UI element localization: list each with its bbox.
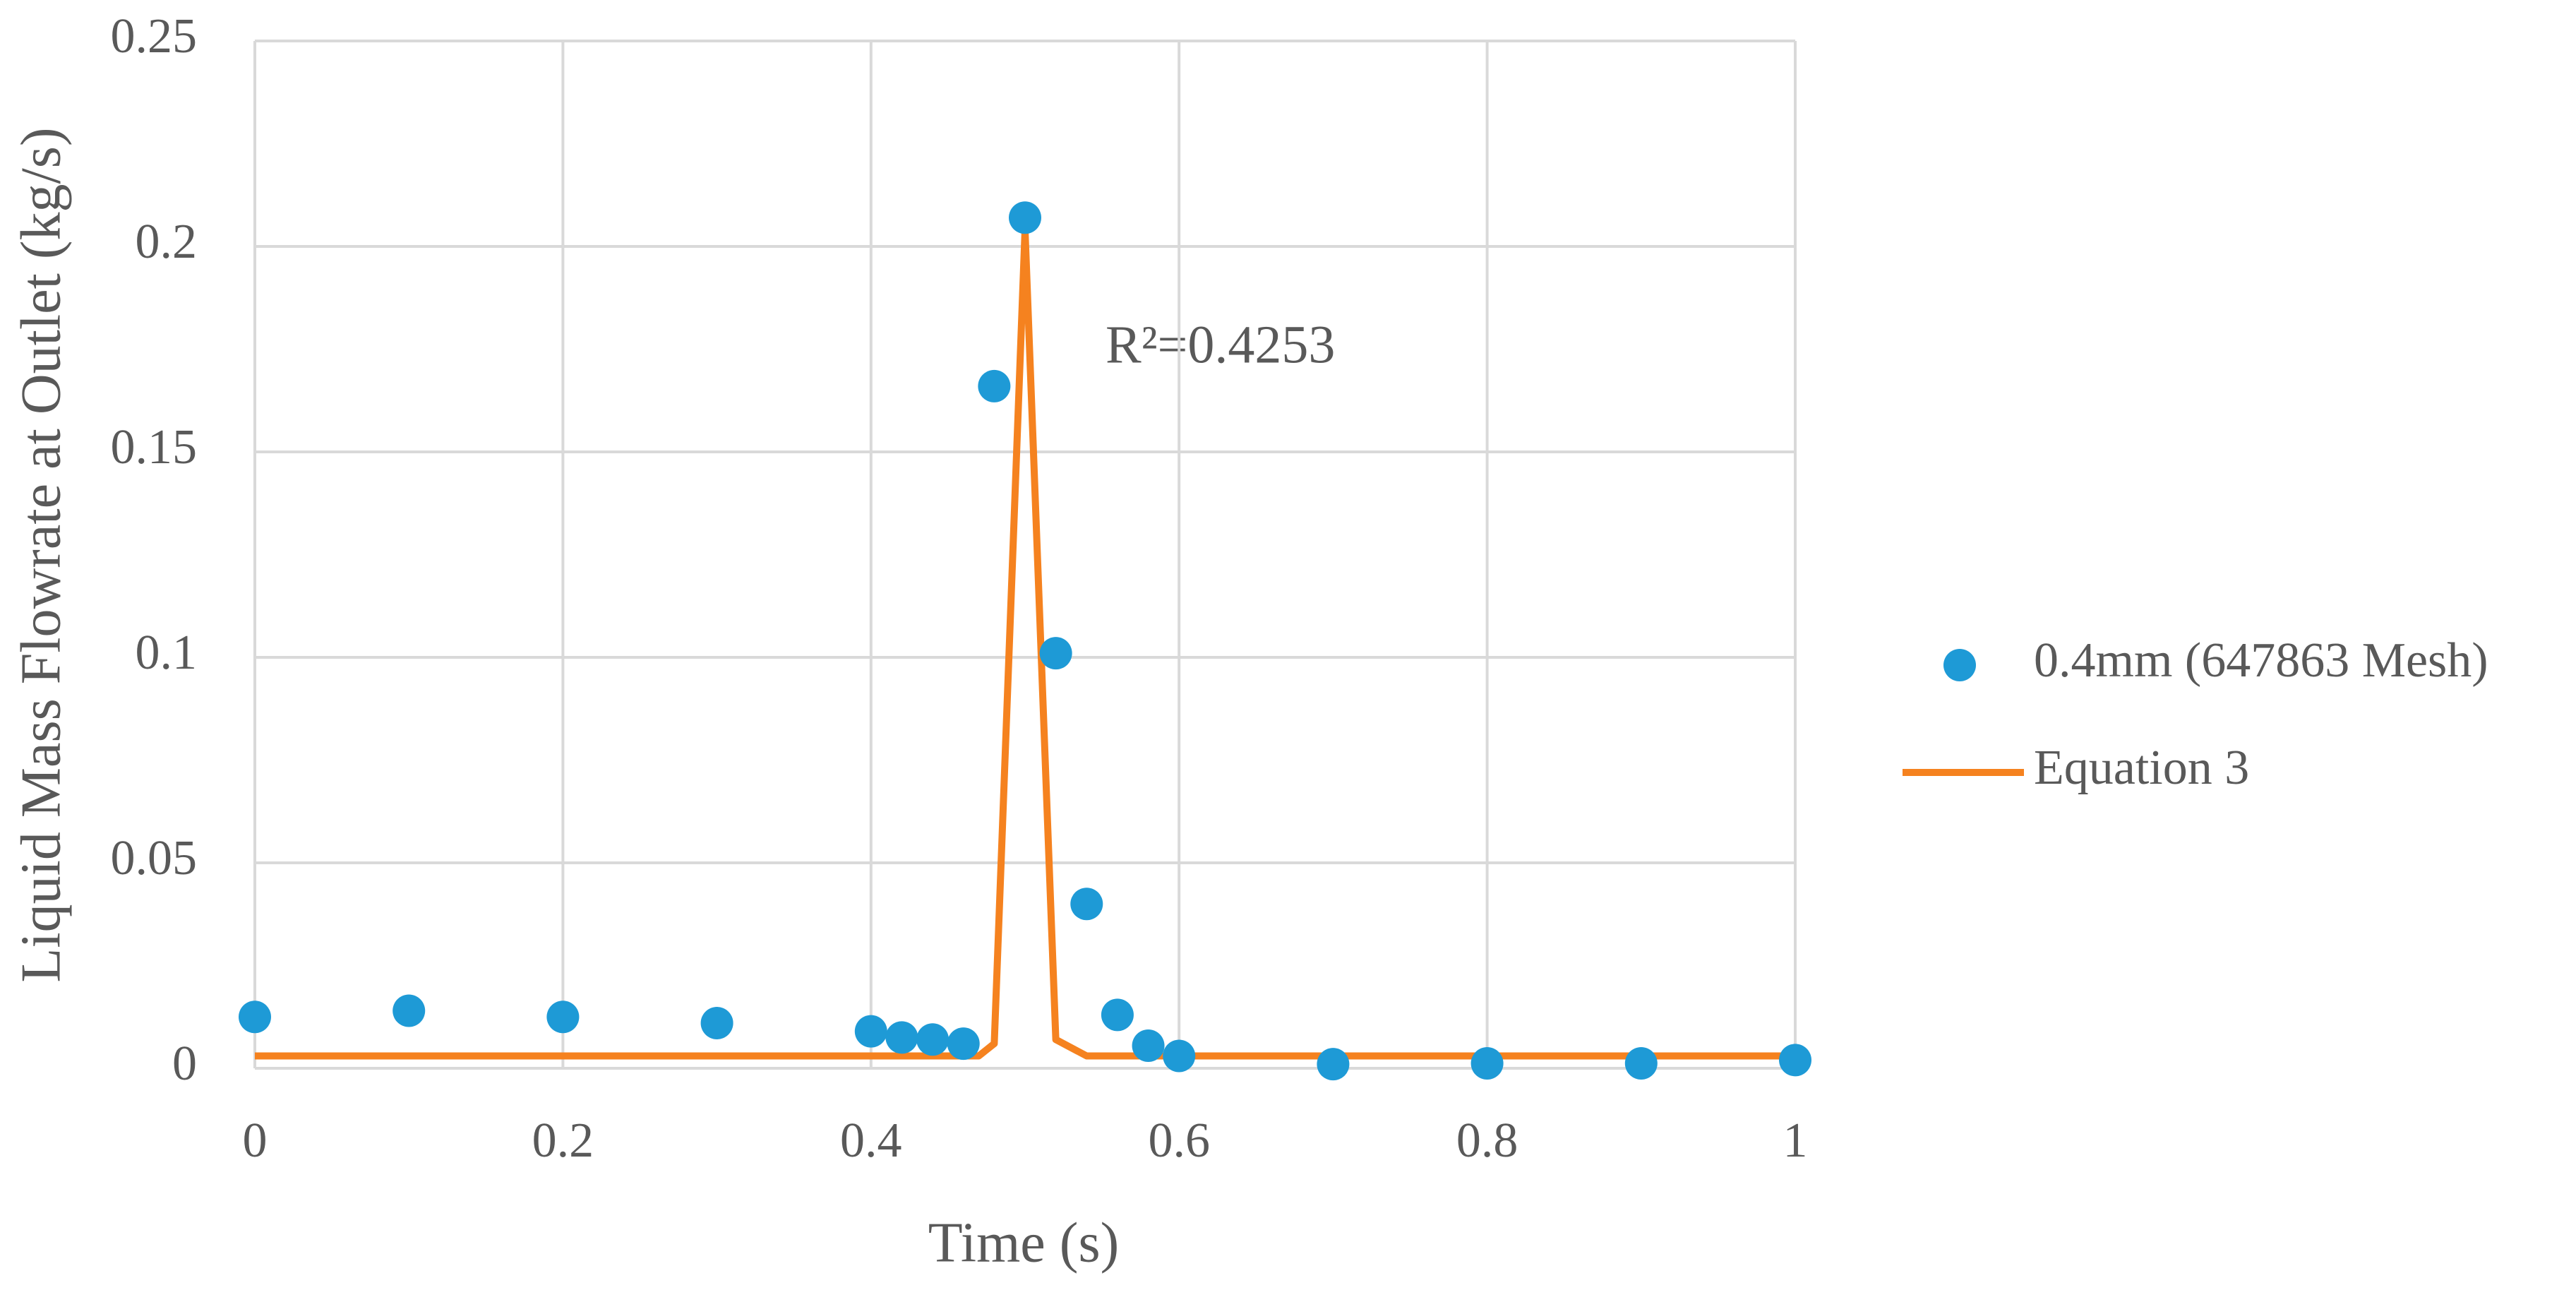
scatter-point — [978, 369, 1011, 402]
grid — [253, 40, 1797, 1070]
legend-label: 0.4mm (647863 Mesh) — [2034, 633, 2488, 688]
scatter-point — [1132, 1029, 1165, 1062]
y-tick-label: 0 — [172, 1037, 197, 1091]
y-tick-label: 0.1 — [136, 626, 198, 680]
scatter-point — [700, 1006, 733, 1039]
scatter-point — [1070, 888, 1103, 921]
scatter-point — [393, 994, 426, 1027]
scatter-point — [885, 1021, 918, 1054]
scatter-point — [916, 1023, 949, 1056]
y-tick-label: 0.15 — [111, 420, 198, 474]
scatter-point — [854, 1015, 887, 1048]
x-tick-label: 0 — [243, 1113, 268, 1168]
scatter-point — [1009, 201, 1041, 234]
scatter-point — [1039, 637, 1072, 670]
scatter-point — [1163, 1039, 1196, 1073]
scatter-point — [1101, 998, 1134, 1032]
scatter-point — [1317, 1048, 1350, 1081]
scatter-point — [239, 1001, 271, 1034]
y-tick-label: 0.05 — [111, 831, 198, 885]
x-tick-label: 0.4 — [840, 1113, 902, 1168]
x-axis-title: Time (s) — [928, 1212, 1119, 1274]
scatter-point — [546, 1001, 580, 1034]
y-axis-title: Liquid Mass Flowrate at Outlet (kg/s) — [10, 128, 72, 983]
annotation: R²=0.4253 — [1106, 315, 1335, 374]
legend-label: Equation 3 — [2034, 741, 2249, 795]
y-tick-label: 0.2 — [136, 215, 198, 269]
line-series — [255, 226, 1795, 1060]
x-tick-label: 0.6 — [1148, 1113, 1210, 1168]
scatter-point — [947, 1027, 980, 1061]
x-tick-label: 1 — [1783, 1113, 1808, 1168]
x-tick-label: 0.8 — [1456, 1113, 1518, 1168]
legend-swatch — [1943, 649, 1976, 681]
scatter-point — [1624, 1047, 1658, 1080]
scatter-point — [1779, 1044, 1811, 1077]
y-tick-label: 0.25 — [111, 9, 198, 64]
scatter-point — [1470, 1047, 1504, 1080]
x-tick-label: 0.2 — [532, 1113, 594, 1168]
